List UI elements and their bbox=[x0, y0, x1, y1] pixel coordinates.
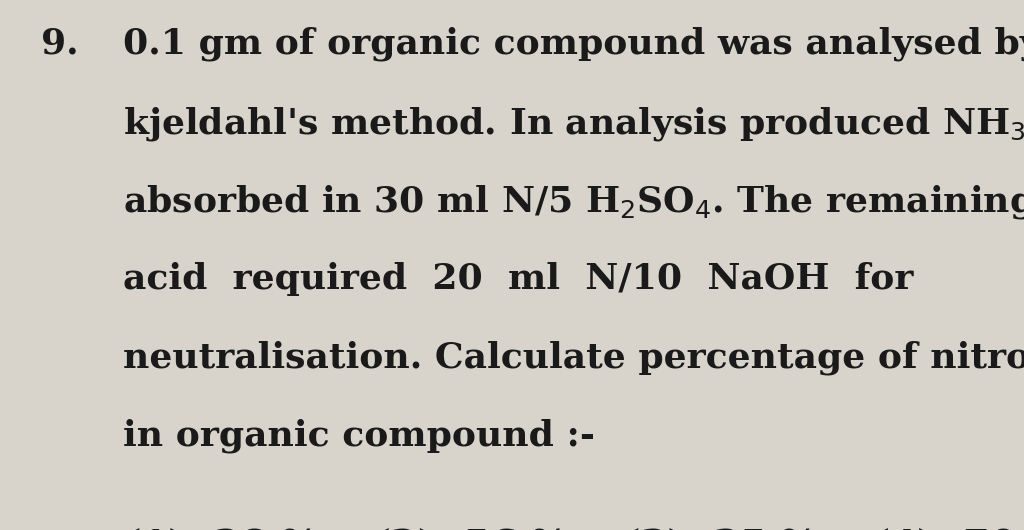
Text: kjeldahl's method. In analysis produced NH$_3$: kjeldahl's method. In analysis produced … bbox=[123, 105, 1024, 143]
Text: 9.: 9. bbox=[41, 26, 79, 60]
Text: acid  required  20  ml  N/10  NaOH  for: acid required 20 ml N/10 NaOH for bbox=[123, 262, 913, 296]
Text: (1)  28 %    (2)  56 %    (3)  35 %    (4)  70 %: (1) 28 % (2) 56 % (3) 35 % (4) 70 % bbox=[123, 529, 1024, 530]
Text: neutralisation. Calculate percentage of nitrogen: neutralisation. Calculate percentage of … bbox=[123, 340, 1024, 375]
Text: 0.1 gm of organic compound was analysed by: 0.1 gm of organic compound was analysed … bbox=[123, 26, 1024, 61]
Text: absorbed in 30 ml N/5 H$_2$SO$_4$. The remaining: absorbed in 30 ml N/5 H$_2$SO$_4$. The r… bbox=[123, 183, 1024, 222]
Text: in organic compound :-: in organic compound :- bbox=[123, 419, 595, 453]
